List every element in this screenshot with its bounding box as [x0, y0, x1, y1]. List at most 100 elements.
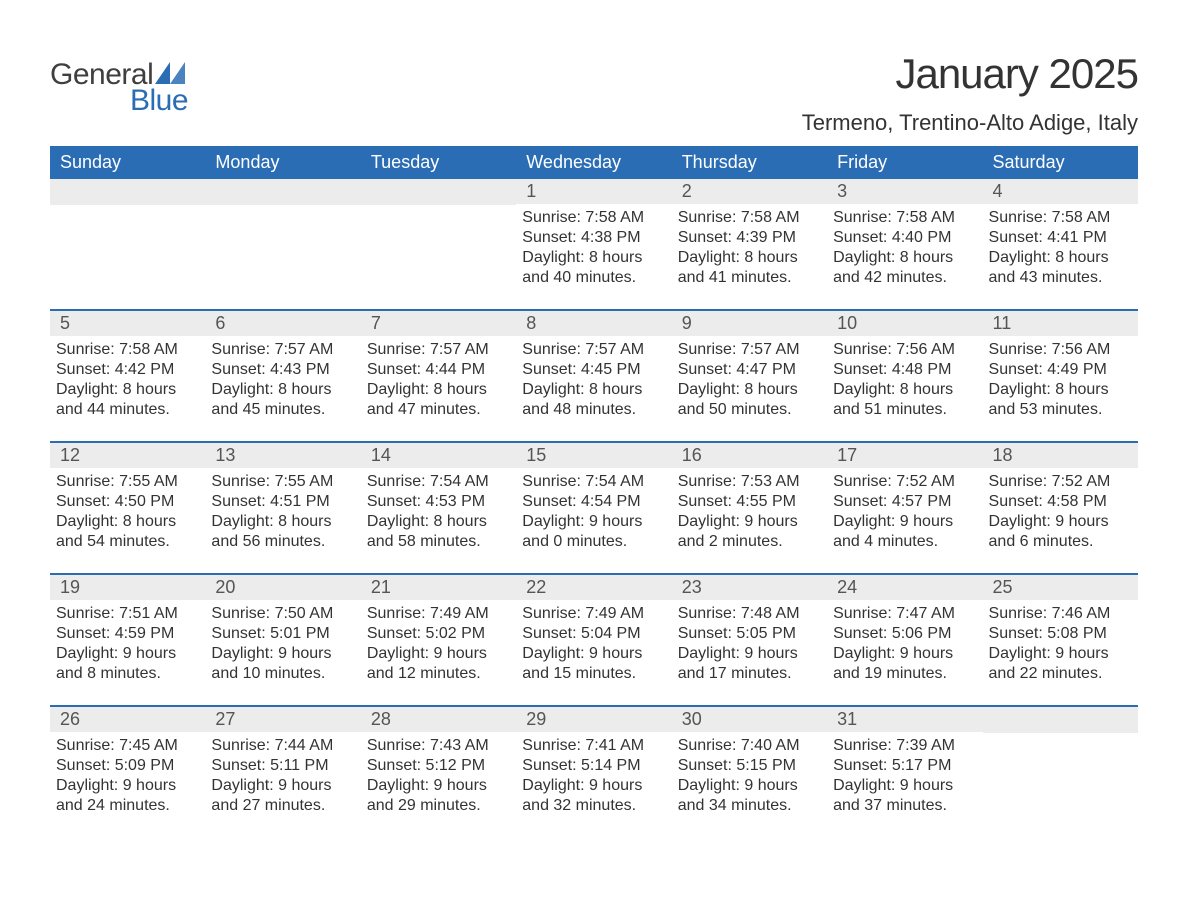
weekday-header-cell: Monday [205, 146, 360, 179]
sunrise-line: Sunrise: 7:48 AM [678, 604, 821, 624]
sunset-line: Sunset: 5:01 PM [211, 624, 354, 644]
sunrise-line: Sunrise: 7:44 AM [211, 736, 354, 756]
daylight-line-2: and 8 minutes. [56, 664, 199, 684]
calendar-day-cell: 26Sunrise: 7:45 AMSunset: 5:09 PMDayligh… [50, 707, 205, 837]
weekday-header-cell: Wednesday [516, 146, 671, 179]
calendar-week-row: 26Sunrise: 7:45 AMSunset: 5:09 PMDayligh… [50, 705, 1138, 837]
daylight-line-1: Daylight: 8 hours [56, 380, 199, 400]
sunset-line: Sunset: 5:15 PM [678, 756, 821, 776]
daylight-line-2: and 40 minutes. [522, 268, 665, 288]
brand-logo: General Blue [50, 50, 188, 118]
daylight-line-1: Daylight: 8 hours [678, 380, 821, 400]
sunset-line: Sunset: 4:43 PM [211, 360, 354, 380]
daylight-line-2: and 41 minutes. [678, 268, 821, 288]
daylight-line-1: Daylight: 9 hours [367, 644, 510, 664]
daylight-line-1: Daylight: 8 hours [56, 512, 199, 532]
daylight-line-1: Daylight: 9 hours [522, 644, 665, 664]
sunrise-line: Sunrise: 7:58 AM [56, 340, 199, 360]
daylight-line-2: and 0 minutes. [522, 532, 665, 552]
logo-text-blue: Blue [130, 84, 188, 118]
sunset-line: Sunset: 4:44 PM [367, 360, 510, 380]
calendar-day-cell: 4Sunrise: 7:58 AMSunset: 4:41 PMDaylight… [983, 179, 1138, 309]
day-number: 9 [672, 311, 827, 336]
daylight-line-2: and 48 minutes. [522, 400, 665, 420]
sunrise-line: Sunrise: 7:47 AM [833, 604, 976, 624]
day-number: 11 [983, 311, 1138, 336]
sunrise-line: Sunrise: 7:56 AM [833, 340, 976, 360]
weekday-header-cell: Tuesday [361, 146, 516, 179]
sunset-line: Sunset: 4:50 PM [56, 492, 199, 512]
daylight-line-2: and 34 minutes. [678, 796, 821, 816]
sunset-line: Sunset: 5:12 PM [367, 756, 510, 776]
calendar-day-cell: 20Sunrise: 7:50 AMSunset: 5:01 PMDayligh… [205, 575, 360, 705]
sunrise-line: Sunrise: 7:39 AM [833, 736, 976, 756]
calendar-day-cell: 14Sunrise: 7:54 AMSunset: 4:53 PMDayligh… [361, 443, 516, 573]
weekday-header-cell: Saturday [983, 146, 1138, 179]
sunset-line: Sunset: 5:17 PM [833, 756, 976, 776]
daylight-line-2: and 6 minutes. [989, 532, 1132, 552]
daylight-line-1: Daylight: 9 hours [367, 776, 510, 796]
location-subtitle: Termeno, Trentino-Alto Adige, Italy [802, 110, 1138, 136]
daylight-line-1: Daylight: 9 hours [56, 776, 199, 796]
day-number: 16 [672, 443, 827, 468]
day-number: 8 [516, 311, 671, 336]
calendar-day-cell [50, 179, 205, 309]
calendar-day-cell: 7Sunrise: 7:57 AMSunset: 4:44 PMDaylight… [361, 311, 516, 441]
day-number: 2 [672, 179, 827, 204]
day-number: 6 [205, 311, 360, 336]
day-number: 15 [516, 443, 671, 468]
daylight-line-1: Daylight: 9 hours [989, 512, 1132, 532]
daylight-line-1: Daylight: 9 hours [678, 512, 821, 532]
sunset-line: Sunset: 4:39 PM [678, 228, 821, 248]
daylight-line-1: Daylight: 8 hours [833, 248, 976, 268]
sunrise-line: Sunrise: 7:46 AM [989, 604, 1132, 624]
sunset-line: Sunset: 5:14 PM [522, 756, 665, 776]
calendar-day-cell: 9Sunrise: 7:57 AMSunset: 4:47 PMDaylight… [672, 311, 827, 441]
calendar-week-row: 19Sunrise: 7:51 AMSunset: 4:59 PMDayligh… [50, 573, 1138, 705]
daylight-line-1: Daylight: 9 hours [833, 512, 976, 532]
calendar-day-cell: 8Sunrise: 7:57 AMSunset: 4:45 PMDaylight… [516, 311, 671, 441]
calendar-day-cell [983, 707, 1138, 837]
day-number: 27 [205, 707, 360, 732]
day-number: 21 [361, 575, 516, 600]
day-number: 13 [205, 443, 360, 468]
day-number: 31 [827, 707, 982, 732]
calendar-day-cell: 10Sunrise: 7:56 AMSunset: 4:48 PMDayligh… [827, 311, 982, 441]
empty-day-number [983, 707, 1138, 733]
daylight-line-1: Daylight: 8 hours [989, 380, 1132, 400]
empty-day-number [50, 179, 205, 205]
daylight-line-2: and 12 minutes. [367, 664, 510, 684]
calendar-day-cell: 17Sunrise: 7:52 AMSunset: 4:57 PMDayligh… [827, 443, 982, 573]
empty-day-number [361, 179, 516, 205]
page-header: General Blue January 2025 Termeno, Trent… [50, 50, 1138, 136]
calendar-week-row: 1Sunrise: 7:58 AMSunset: 4:38 PMDaylight… [50, 179, 1138, 309]
sunrise-line: Sunrise: 7:54 AM [367, 472, 510, 492]
weekday-header-cell: Sunday [50, 146, 205, 179]
calendar-day-cell: 2Sunrise: 7:58 AMSunset: 4:39 PMDaylight… [672, 179, 827, 309]
weekday-header-cell: Thursday [672, 146, 827, 179]
day-number: 3 [827, 179, 982, 204]
sunset-line: Sunset: 4:55 PM [678, 492, 821, 512]
sunrise-line: Sunrise: 7:45 AM [56, 736, 199, 756]
calendar-week-row: 5Sunrise: 7:58 AMSunset: 4:42 PMDaylight… [50, 309, 1138, 441]
daylight-line-2: and 44 minutes. [56, 400, 199, 420]
daylight-line-1: Daylight: 9 hours [833, 644, 976, 664]
sunrise-line: Sunrise: 7:58 AM [833, 208, 976, 228]
sunset-line: Sunset: 5:02 PM [367, 624, 510, 644]
month-title: January 2025 [802, 50, 1138, 98]
daylight-line-1: Daylight: 9 hours [211, 644, 354, 664]
calendar-day-cell: 12Sunrise: 7:55 AMSunset: 4:50 PMDayligh… [50, 443, 205, 573]
sunrise-line: Sunrise: 7:43 AM [367, 736, 510, 756]
day-number: 14 [361, 443, 516, 468]
sunset-line: Sunset: 4:59 PM [56, 624, 199, 644]
sunset-line: Sunset: 5:04 PM [522, 624, 665, 644]
daylight-line-1: Daylight: 9 hours [522, 512, 665, 532]
daylight-line-2: and 17 minutes. [678, 664, 821, 684]
calendar-day-cell: 19Sunrise: 7:51 AMSunset: 4:59 PMDayligh… [50, 575, 205, 705]
daylight-line-2: and 32 minutes. [522, 796, 665, 816]
day-number: 7 [361, 311, 516, 336]
calendar-day-cell [361, 179, 516, 309]
calendar-day-cell: 15Sunrise: 7:54 AMSunset: 4:54 PMDayligh… [516, 443, 671, 573]
sunset-line: Sunset: 4:42 PM [56, 360, 199, 380]
daylight-line-2: and 2 minutes. [678, 532, 821, 552]
